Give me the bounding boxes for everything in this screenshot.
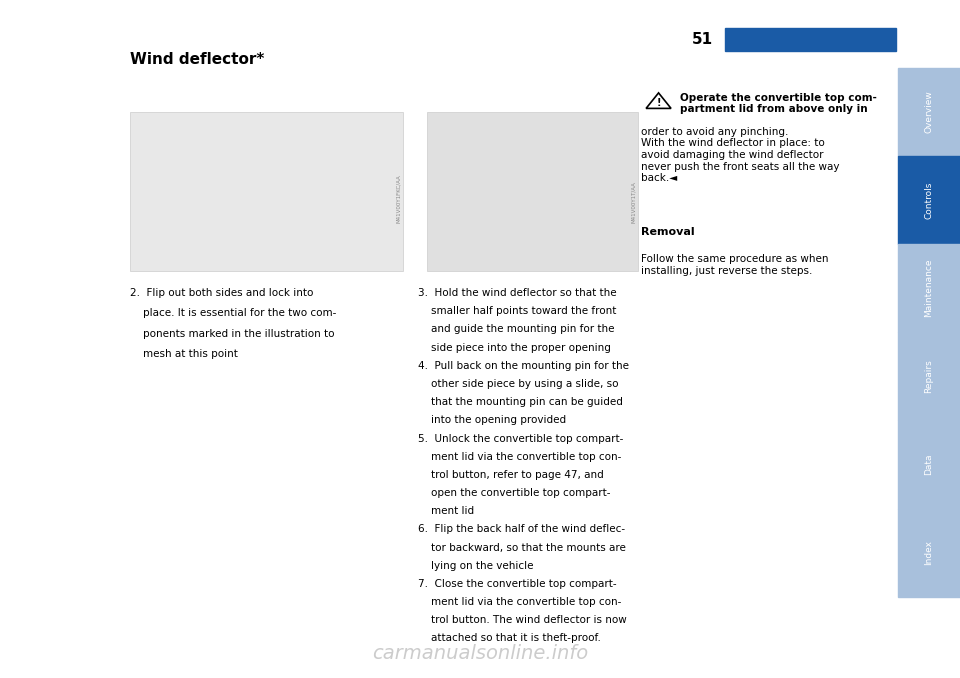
Text: M41V00Y1FKC/AA: M41V00Y1FKC/AA xyxy=(396,175,401,224)
Text: into the opening provided: into the opening provided xyxy=(418,416,565,425)
Text: that the mounting pin can be guided: that the mounting pin can be guided xyxy=(418,397,622,407)
Text: Maintenance: Maintenance xyxy=(924,259,933,317)
Text: Repairs: Repairs xyxy=(924,359,933,393)
Text: open the convertible top compart-: open the convertible top compart- xyxy=(418,488,611,498)
Bar xyxy=(898,156,960,244)
Text: place. It is essential for the two com-: place. It is essential for the two com- xyxy=(130,308,336,319)
Text: trol button, refer to page 47, and: trol button, refer to page 47, and xyxy=(418,470,603,480)
Bar xyxy=(130,112,403,271)
Text: 5.  Unlock the convertible top compart-: 5. Unlock the convertible top compart- xyxy=(418,433,623,443)
Text: Index: Index xyxy=(924,540,933,565)
Text: other side piece by using a slide, so: other side piece by using a slide, so xyxy=(418,379,618,389)
Text: Data: Data xyxy=(924,454,933,475)
Text: ment lid via the convertible top con-: ment lid via the convertible top con- xyxy=(418,452,621,462)
Text: tor backward, so that the mounts are: tor backward, so that the mounts are xyxy=(418,542,626,553)
Text: ment lid: ment lid xyxy=(418,506,473,516)
Text: Follow the same procedure as when
installing, just reverse the steps.: Follow the same procedure as when instal… xyxy=(641,254,828,276)
Text: side piece into the proper opening: side piece into the proper opening xyxy=(418,342,611,353)
Text: Overview: Overview xyxy=(924,90,933,134)
Text: 7.  Close the convertible top compart-: 7. Close the convertible top compart- xyxy=(418,579,616,589)
Text: !: ! xyxy=(657,98,660,108)
Text: carmanualsonline.info: carmanualsonline.info xyxy=(372,644,588,663)
Text: 4.  Pull back on the mounting pin for the: 4. Pull back on the mounting pin for the xyxy=(418,361,629,371)
Text: ponents marked in the illustration to: ponents marked in the illustration to xyxy=(130,329,334,339)
Text: Wind deflector*: Wind deflector* xyxy=(130,52,264,67)
Bar xyxy=(898,68,960,156)
Text: smaller half points toward the front: smaller half points toward the front xyxy=(418,306,616,317)
Bar xyxy=(898,244,960,332)
Text: attached so that it is theft-proof.: attached so that it is theft-proof. xyxy=(418,633,600,643)
Bar xyxy=(725,28,896,51)
Text: trol button. The wind deflector is now: trol button. The wind deflector is now xyxy=(418,615,626,625)
Text: 3.  Hold the wind deflector so that the: 3. Hold the wind deflector so that the xyxy=(418,288,616,298)
Bar xyxy=(427,112,638,271)
Text: and guide the mounting pin for the: and guide the mounting pin for the xyxy=(418,325,614,334)
Text: Operate the convertible top com-
partment lid from above only in: Operate the convertible top com- partmen… xyxy=(680,93,876,115)
Polygon shape xyxy=(646,93,671,108)
Text: mesh at this point: mesh at this point xyxy=(130,349,237,359)
Bar xyxy=(898,420,960,508)
Text: 6.  Flip the back half of the wind deflec-: 6. Flip the back half of the wind deflec… xyxy=(418,524,625,534)
Text: ment lid via the convertible top con-: ment lid via the convertible top con- xyxy=(418,597,621,607)
Text: Removal: Removal xyxy=(641,227,695,237)
Bar xyxy=(898,508,960,597)
Text: lying on the vehicle: lying on the vehicle xyxy=(418,561,533,571)
Bar xyxy=(898,332,960,420)
Text: 51: 51 xyxy=(692,32,713,47)
Text: M41V00Y1T/AA: M41V00Y1T/AA xyxy=(631,182,636,224)
Text: Controls: Controls xyxy=(924,181,933,219)
Text: order to avoid any pinching.
With the wind deflector in place: to
avoid damaging: order to avoid any pinching. With the wi… xyxy=(641,127,840,183)
Text: 2.  Flip out both sides and lock into: 2. Flip out both sides and lock into xyxy=(130,288,313,298)
